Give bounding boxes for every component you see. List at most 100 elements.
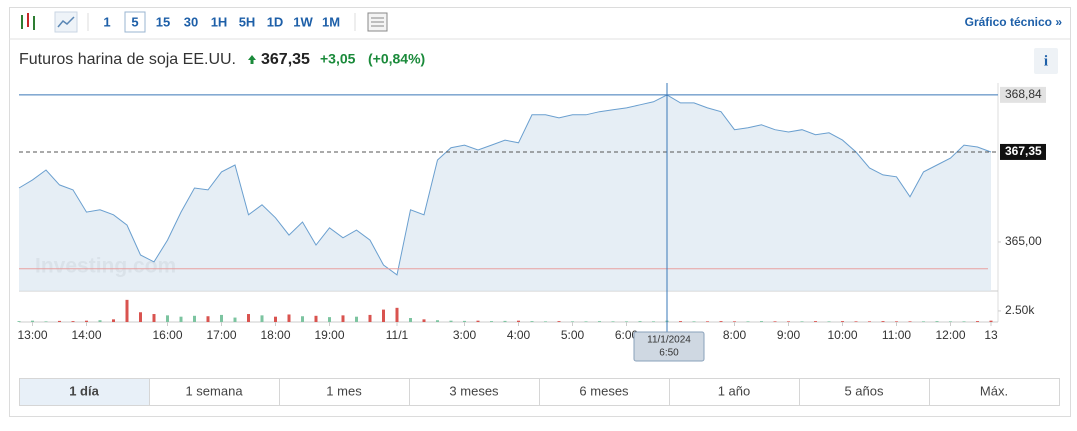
x-tick-label: 13:00: [17, 328, 47, 342]
volume-bar: [274, 316, 277, 322]
range-button[interactable]: 1 mes: [326, 383, 362, 398]
x-tick-label: 3:00: [453, 328, 477, 342]
volume-bar: [895, 321, 898, 322]
x-tick-label: 9:00: [777, 328, 801, 342]
x-tick-label: 18:00: [260, 328, 290, 342]
volume-bar: [773, 321, 777, 322]
interval-button[interactable]: 5H: [239, 14, 256, 29]
volume-bar: [760, 321, 763, 322]
interval-button[interactable]: 15: [156, 14, 170, 29]
x-tick-label: 16:00: [152, 328, 182, 342]
area-icon[interactable]: [54, 11, 78, 33]
volume-bar: [71, 321, 75, 322]
volume-bar: [382, 309, 385, 322]
info-button[interactable]: [1034, 48, 1058, 74]
volume-bar: [544, 321, 547, 322]
volume-bar: [247, 314, 250, 322]
table-icon[interactable]: [367, 12, 388, 32]
selected-interval: [124, 11, 146, 33]
volume-bar: [260, 315, 264, 322]
interval-button[interactable]: 5: [131, 14, 138, 29]
volume-bar: [881, 321, 885, 322]
volume-bar: [557, 321, 561, 322]
volume-bar: [463, 320, 466, 322]
x-tick-label: 12:00: [935, 328, 965, 342]
price-change: +3,05: [320, 51, 356, 67]
range-button[interactable]: 5 años: [844, 383, 884, 398]
interval-button[interactable]: 1H: [211, 14, 228, 29]
volume-bar: [733, 321, 736, 322]
range-button[interactable]: Máx.: [980, 383, 1008, 398]
volume-bar: [746, 321, 750, 322]
volume-bar: [517, 320, 520, 322]
volume-bar: [841, 321, 844, 322]
x-tick-label: 17:00: [206, 328, 236, 342]
last-price: 367,35: [261, 51, 310, 68]
x-tick-label: 19:00: [314, 328, 344, 342]
volume-bar: [193, 315, 196, 322]
interval-button[interactable]: 1: [103, 14, 110, 29]
candle-icon[interactable]: [21, 13, 35, 30]
instrument-title: Futuros harina de soja EE.UU.: [19, 51, 236, 68]
volume-bar: [962, 321, 966, 322]
volume-bar: [233, 317, 237, 322]
price-change-pct: (+0,84%): [368, 51, 425, 67]
volume-bar: [166, 315, 169, 322]
volume-bar: [490, 321, 493, 322]
range-dividers: [149, 378, 930, 406]
volume-bar: [476, 320, 480, 322]
interval-button[interactable]: 1M: [322, 14, 340, 29]
max-label-box: [1000, 86, 1046, 103]
volume-bar: [287, 314, 291, 322]
volume-bar: [503, 320, 507, 322]
x-tick-label: 11:00: [882, 328, 911, 342]
volume-bar: [679, 321, 682, 322]
volume-bar: [436, 320, 439, 322]
volume-bar: [692, 321, 696, 322]
volume-bar: [814, 321, 817, 322]
volume-bar: [989, 320, 993, 322]
volume-bar: [719, 321, 723, 322]
range-button[interactable]: 1 día: [69, 383, 99, 398]
volume-bar: [125, 299, 129, 322]
range-button[interactable]: 1 semana: [185, 383, 243, 398]
interval-button[interactable]: 30: [184, 14, 198, 29]
up-arrow: [248, 55, 256, 64]
price-area: [19, 94, 991, 292]
volume-bar: [409, 318, 412, 322]
x-tick-label: 14:00: [71, 328, 101, 342]
volume-bar: [706, 321, 709, 322]
volume-bar: [368, 314, 372, 322]
max-label: 368,84: [1005, 87, 1042, 101]
technical-chart-link[interactable]: Gráfico técnico »: [965, 15, 1063, 29]
x-tick-label: 11/1: [386, 328, 409, 342]
x-tick-label: 4:00: [507, 328, 531, 342]
volume-bar: [395, 307, 399, 322]
volume-bar: [652, 321, 655, 322]
volume-bar: [112, 319, 115, 322]
range-button[interactable]: 3 meses: [449, 383, 499, 398]
volume-bar: [179, 316, 183, 322]
volume-bar: [341, 315, 345, 322]
volume-bar: [922, 321, 925, 322]
volume-bar: [611, 321, 615, 322]
range-button[interactable]: 6 meses: [579, 383, 629, 398]
volume-bar: [827, 321, 831, 322]
range-button[interactable]: 1 año: [718, 383, 751, 398]
volume-bar: [85, 320, 88, 322]
volume-bar: [530, 321, 534, 322]
last-label-box: [1000, 143, 1046, 160]
last-label: 367,35: [1005, 144, 1042, 158]
interval-button[interactable]: 1D: [267, 14, 284, 29]
volume-bar: [314, 315, 318, 322]
volume-bar: [787, 321, 790, 322]
y-tick-label: 365,00: [1005, 234, 1042, 248]
interval-button[interactable]: 1W: [293, 14, 313, 29]
volume-bar: [949, 321, 952, 322]
volume-tick-label: 2.50k: [1005, 303, 1035, 317]
x-tick-label: 10:00: [827, 328, 857, 342]
volume-bar: [976, 321, 979, 322]
volume-bar: [638, 321, 642, 322]
volume-bar: [449, 320, 453, 322]
